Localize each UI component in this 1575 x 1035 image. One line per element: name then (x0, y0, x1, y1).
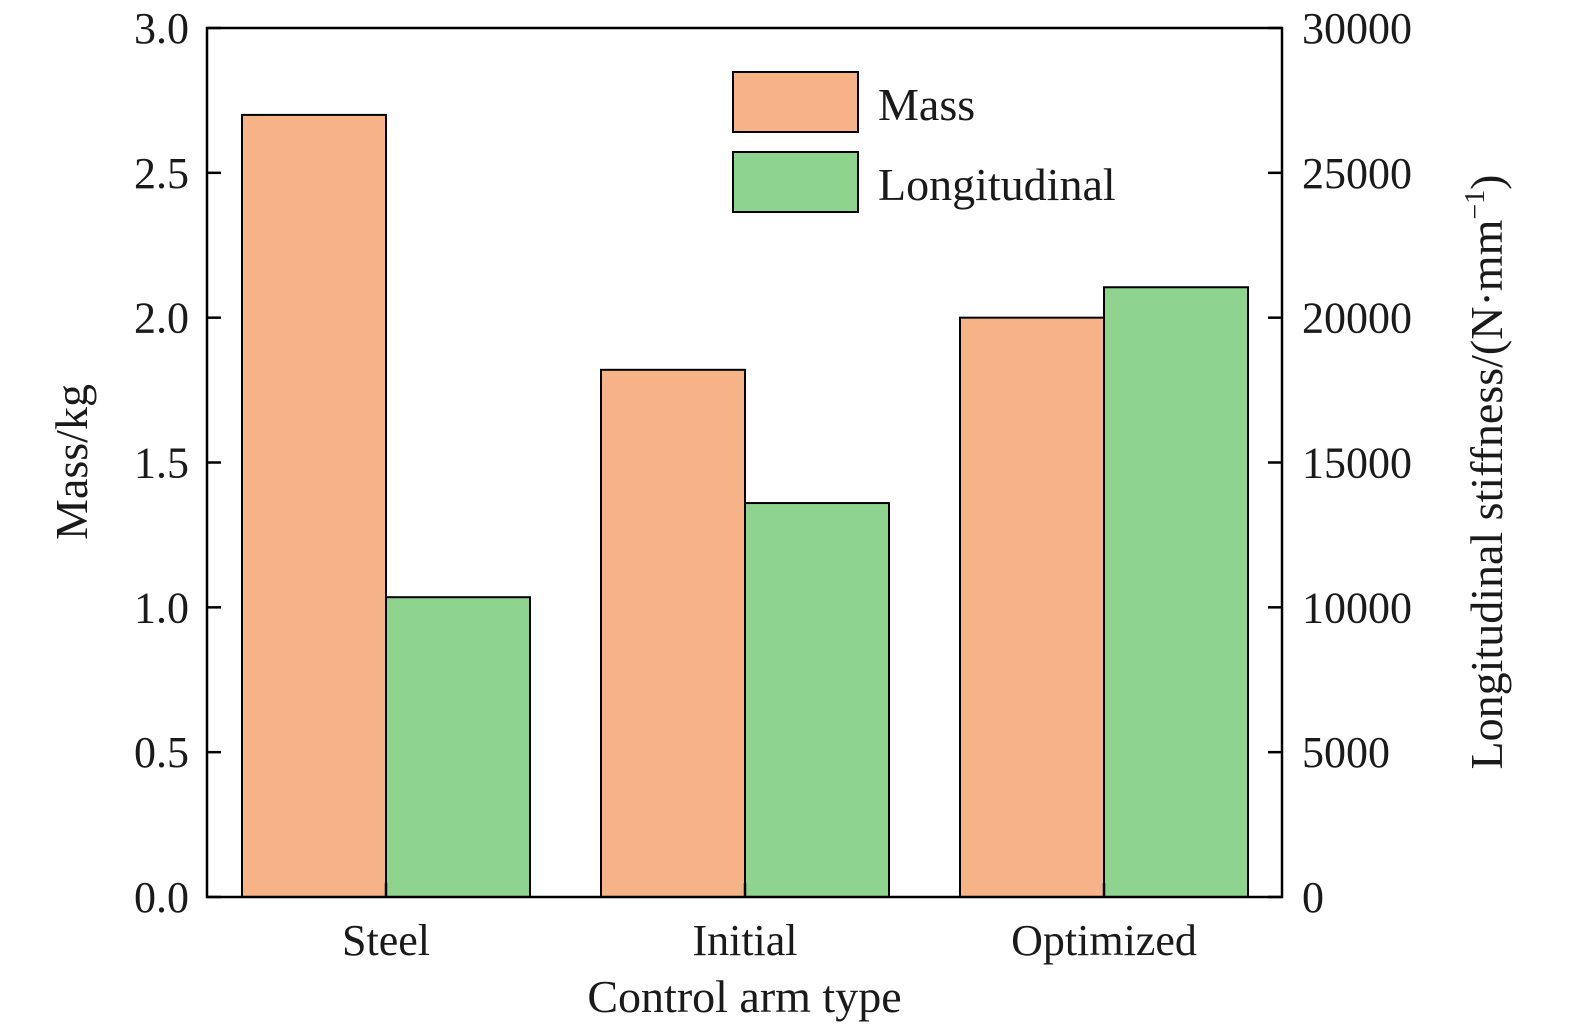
legend-label-mass: Mass (878, 79, 975, 130)
y2-tick-label: 5000 (1302, 728, 1390, 777)
x-tick-label: Initial (692, 916, 797, 965)
bar-mass-initial (600, 368, 746, 899)
y-tick-label: 0.5 (134, 728, 189, 777)
y-tick-label: 3.0 (134, 4, 189, 53)
legend-swatch-longitudinal (732, 151, 859, 213)
y2-tick-label: 20000 (1302, 294, 1412, 343)
legend-label-longitudinal: Longitudinal (878, 159, 1116, 210)
y2-axis-title-sup: −1 (1460, 190, 1491, 220)
bar-mass-optimized (959, 316, 1105, 898)
ticks-group: 0.0 0.5 1.0 1.5 2.0 2.5 3.0 0 5000 10000 15000 2000… (134, 4, 1412, 965)
legend: Mass Longitudinal (732, 71, 1116, 213)
y-tick-label: 2.5 (134, 149, 189, 198)
bar-mass-steel (241, 113, 387, 898)
y-axis-title: Mass/kg (46, 384, 97, 540)
y2-tick-label: 15000 (1302, 439, 1412, 488)
y2-tick-label: 0 (1302, 873, 1324, 922)
bar-longitudinal-optimized (1103, 286, 1249, 899)
bars-group (241, 113, 1249, 899)
y2-tick-label: 25000 (1302, 149, 1412, 198)
y2-axis-title: Longitudinal stiffness/(N·mm−1) (1460, 175, 1512, 770)
y-tick-label: 2.0 (134, 294, 189, 343)
y-tick-label: 1.0 (134, 583, 189, 632)
y2-axis-title-close: ) (1461, 175, 1512, 190)
x-tick-label: Optimized (1011, 916, 1197, 965)
bar-longitudinal-steel (385, 596, 531, 898)
y2-tick-label: 30000 (1302, 4, 1412, 53)
x-tick-label: Steel (342, 916, 430, 965)
plot-frame (205, 26, 1284, 899)
y2-axis-title-main: Longitudinal stiffness/(N·mm (1461, 219, 1512, 769)
bar-longitudinal-initial (744, 502, 890, 898)
legend-swatch-mass (732, 71, 859, 133)
y-tick-label: 0.0 (134, 873, 189, 922)
x-axis-title: Control arm type (587, 971, 901, 1022)
y2-tick-label: 10000 (1302, 583, 1412, 632)
y-tick-label: 1.5 (134, 439, 189, 488)
